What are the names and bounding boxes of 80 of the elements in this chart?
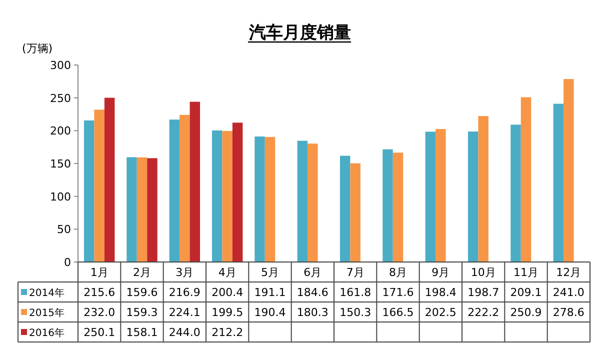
- y-tick-label: 150: [50, 158, 71, 170]
- bar: [564, 79, 574, 262]
- y-tick-label: 300: [50, 59, 71, 72]
- bar: [190, 102, 200, 262]
- bar: [468, 132, 478, 262]
- data-label: 215.6: [84, 286, 116, 299]
- x-tick-label: 12月: [556, 266, 582, 279]
- bar: [126, 157, 137, 262]
- bar: [264, 136, 276, 262]
- data-label: 241.0: [552, 286, 584, 299]
- x-tick-label: 11月: [514, 266, 538, 279]
- bar: [382, 149, 393, 262]
- data-label: 166.5: [382, 306, 414, 319]
- data-label: 190.4: [254, 306, 286, 319]
- data-label: 222.2: [468, 306, 500, 319]
- x-tick-label: 3月: [176, 266, 194, 279]
- data-label: 244.0: [168, 326, 200, 339]
- bar: [104, 98, 115, 262]
- data-label: 161.8: [340, 286, 372, 299]
- data-label: 191.1: [254, 286, 286, 299]
- bar: [436, 129, 446, 262]
- bar: [510, 124, 521, 262]
- data-label: 198.4: [424, 286, 456, 299]
- bar: [84, 120, 94, 262]
- bar: [308, 144, 318, 262]
- data-label: 216.9: [168, 286, 200, 299]
- data-label: 150.3: [340, 306, 372, 319]
- data-label: 224.1: [168, 306, 200, 319]
- y-tick-label: 100: [50, 190, 71, 204]
- bar: [340, 156, 350, 262]
- y-tick-label: 250: [50, 92, 71, 105]
- chart-title: 汽车月度销量: [248, 23, 351, 43]
- data-label: 212.2: [212, 326, 244, 339]
- data-label: 200.4: [212, 286, 244, 299]
- data-label: 250.9: [510, 306, 542, 319]
- y-tick-label: 200: [50, 124, 71, 138]
- data-label: 184.6: [296, 286, 328, 299]
- bar: [180, 114, 190, 262]
- bar: [136, 157, 148, 262]
- bar: [520, 97, 532, 262]
- bar: [232, 122, 243, 262]
- y-tick-label: 0: [64, 256, 71, 269]
- data-label: 202.5: [424, 306, 456, 319]
- data-label: 158.1: [126, 326, 158, 339]
- data-label: 199.5: [212, 306, 244, 319]
- x-tick-label: 8月: [389, 266, 407, 279]
- bar: [212, 130, 222, 262]
- data-label: 180.3: [296, 306, 328, 319]
- x-tick-label: 10月: [470, 266, 496, 279]
- data-label: 250.1: [84, 326, 116, 339]
- x-tick-label: 4月: [218, 266, 236, 279]
- legend-label: 2014年: [29, 287, 64, 299]
- x-tick-label: 2月: [133, 266, 151, 279]
- y-axis-title: (万辆): [22, 42, 53, 55]
- bar: [478, 116, 488, 262]
- bar: [553, 104, 564, 262]
- bar: [425, 132, 436, 262]
- data-label: 278.6: [552, 306, 584, 319]
- bar: [350, 163, 360, 262]
- bar: [169, 120, 180, 262]
- bar: [297, 140, 308, 262]
- bar: [94, 110, 104, 262]
- x-tick-label: 1月: [90, 266, 108, 279]
- data-label: 198.7: [468, 286, 500, 299]
- data-label: 171.6: [382, 286, 414, 299]
- data-label: 232.0: [84, 306, 116, 319]
- data-label: 159.3: [126, 306, 158, 319]
- bar: [392, 152, 404, 262]
- x-tick-label: 6月: [304, 266, 322, 279]
- bar: [147, 158, 158, 262]
- x-tick-label: 9月: [432, 266, 450, 279]
- bar: [222, 130, 232, 262]
- data-label: 209.1: [510, 286, 542, 299]
- x-tick-label: 7月: [346, 266, 364, 279]
- bar: [254, 136, 265, 262]
- y-tick-label: 50: [57, 223, 71, 236]
- legend-label: 2016年: [29, 327, 64, 339]
- legend-label: 2015年: [29, 307, 64, 319]
- data-label: 159.6: [126, 286, 158, 299]
- x-tick-label: 5月: [261, 266, 279, 279]
